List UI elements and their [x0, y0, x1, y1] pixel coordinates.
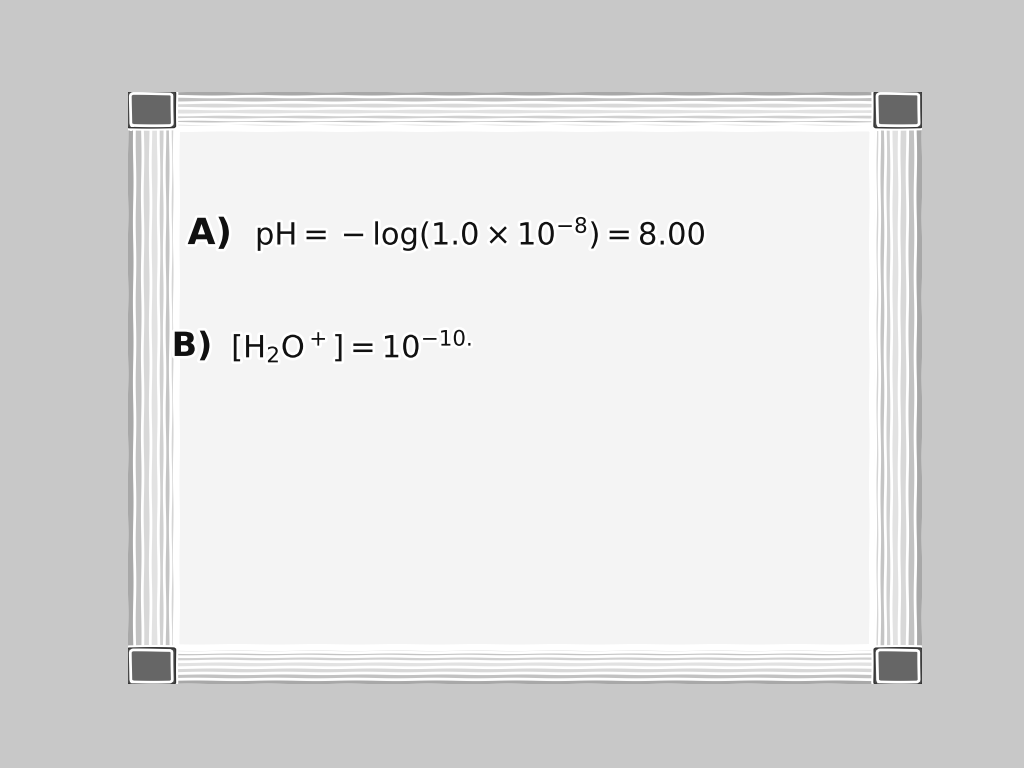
Text: A): A)	[187, 217, 232, 251]
FancyBboxPatch shape	[879, 651, 918, 680]
FancyBboxPatch shape	[127, 91, 176, 127]
Text: B): B)	[172, 330, 212, 363]
FancyBboxPatch shape	[127, 648, 176, 684]
FancyBboxPatch shape	[132, 651, 171, 680]
FancyBboxPatch shape	[873, 91, 923, 127]
Text: $\mathregular{[H_2O^+] = 10^{-10.}}$: $\mathregular{[H_2O^+] = 10^{-10.}}$	[231, 328, 472, 366]
Bar	[177, 129, 872, 647]
FancyBboxPatch shape	[879, 95, 918, 124]
Bar	[177, 129, 872, 647]
FancyBboxPatch shape	[132, 95, 171, 124]
FancyBboxPatch shape	[873, 648, 923, 684]
Bar	[176, 127, 873, 648]
Bar	[172, 124, 878, 651]
Text: $\mathregular{pH = -log(1.0 \times 10^{-8}) = 8.00}$: $\mathregular{pH = -log(1.0 \times 10^{-…	[255, 215, 706, 253]
